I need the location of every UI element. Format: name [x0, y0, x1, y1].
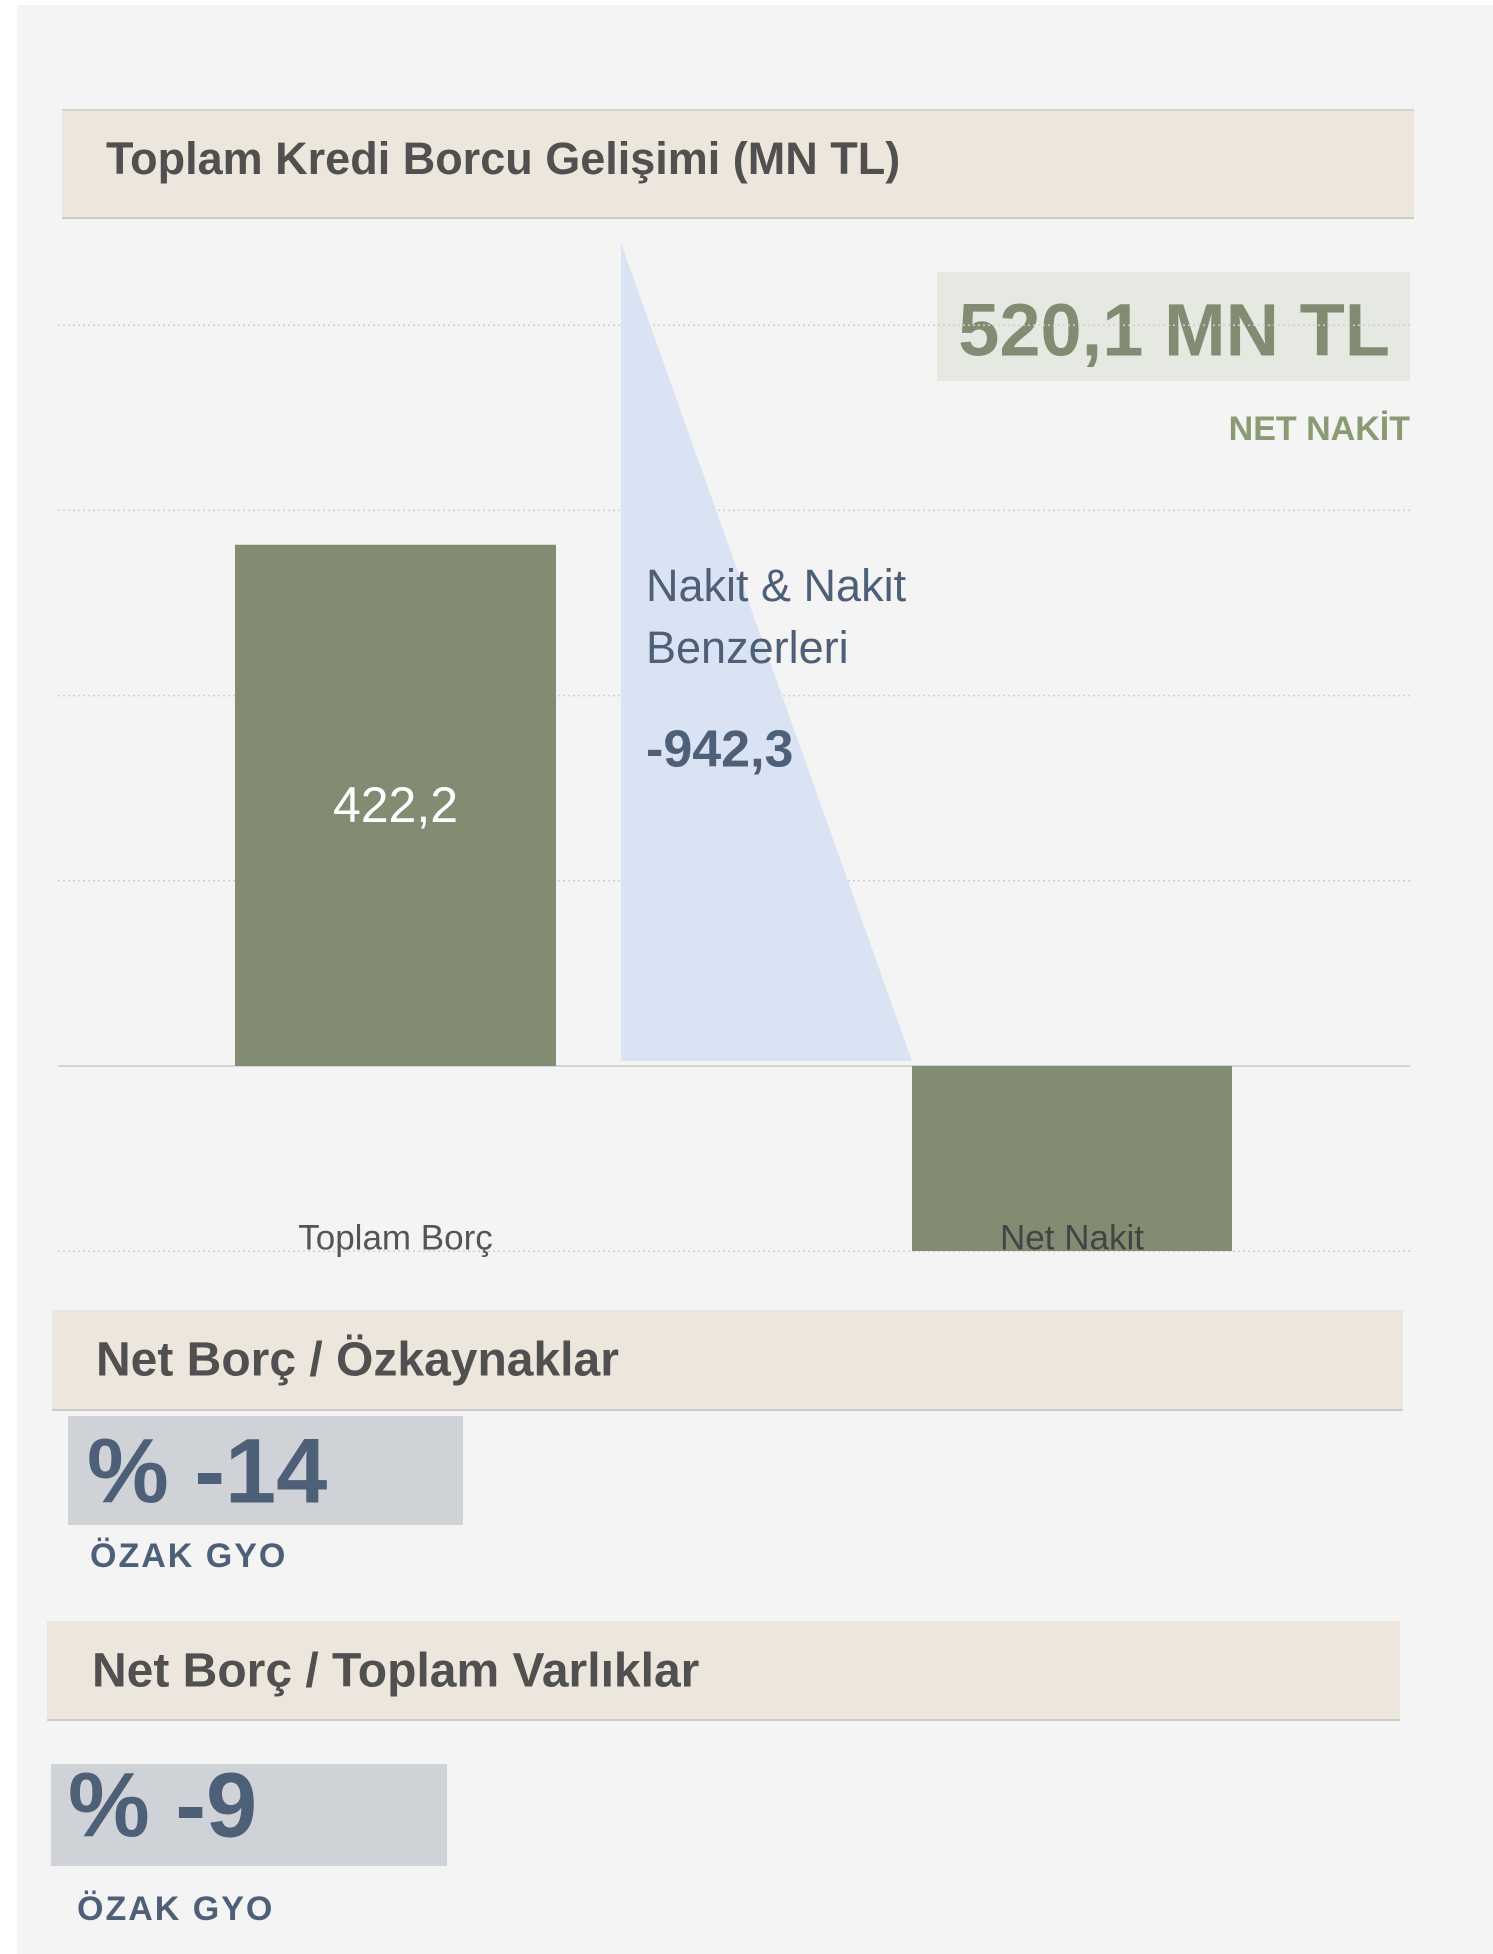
flow	[621, 243, 912, 1061]
ratio-value: % -9	[68, 1754, 257, 1856]
ratio-title: Net Borç / Özkaynaklar	[96, 1334, 619, 1387]
header-bg	[47, 1621, 1400, 1720]
data-label: 422,2	[333, 777, 458, 833]
net-value: 520,1 MN TL	[958, 289, 1390, 372]
data-label: -942,3	[646, 721, 793, 779]
x-tick-label: Net Nakit	[1000, 1218, 1144, 1257]
ratio-caption: ÖZAK GYO	[77, 1890, 274, 1928]
chart-title: Toplam Kredi Borcu Gelişimi (MN TL)	[106, 133, 900, 184]
ratio-value: % -14	[87, 1420, 327, 1522]
x-tick-label: Toplam Borç	[298, 1218, 493, 1257]
bar	[235, 544, 556, 1066]
ratio-bg	[68, 1416, 463, 1525]
ratio-caption: ÖZAK GYO	[90, 1537, 287, 1575]
net-caption: NET NAKİT	[1229, 410, 1411, 448]
header-bg	[62, 109, 1414, 218]
ratio-bg	[51, 1764, 447, 1866]
bar	[912, 1066, 1232, 1251]
bars	[912, 1066, 1232, 1251]
header-bg	[52, 1310, 1403, 1410]
ratio-title: Net Borç / Toplam Varlıklar	[92, 1645, 699, 1698]
callout-bg	[937, 272, 1410, 381]
flow-label: Nakit & Nakit Benzerleri	[646, 560, 907, 673]
